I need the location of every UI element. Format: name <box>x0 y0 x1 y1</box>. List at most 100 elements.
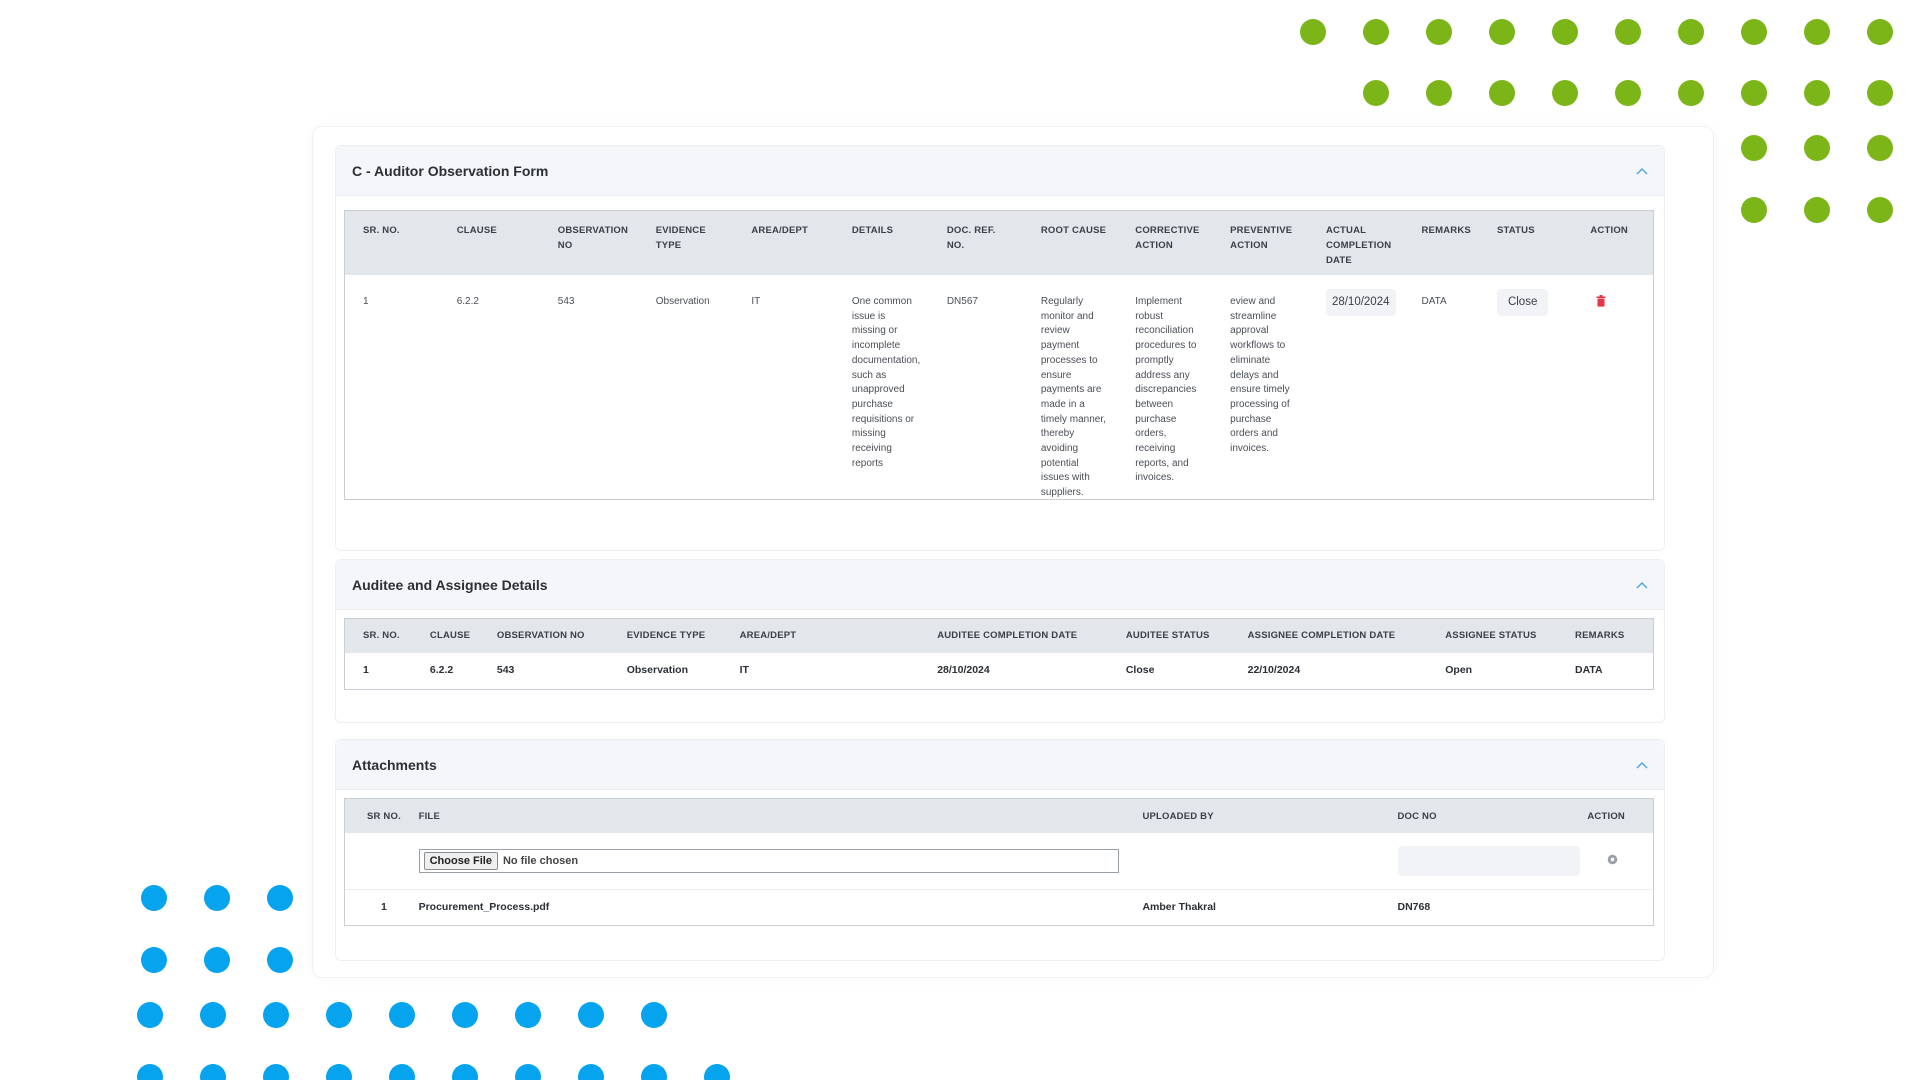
blue-dot <box>137 1002 163 1028</box>
blue-dot <box>137 1064 163 1080</box>
table-row: 1 Procurement_Process.pdf Amber Thakral … <box>345 889 1653 925</box>
green-dot <box>1489 80 1515 106</box>
trash-icon[interactable] <box>1596 295 1606 307</box>
area-dept-cell: IT <box>739 664 749 676</box>
clause-cell: 6.2.2 <box>429 664 454 676</box>
blue-dot <box>515 1064 541 1080</box>
column-header: EVIDENCE TYPE <box>608 619 722 653</box>
observation-section-header[interactable]: C - Auditor Observation Form <box>336 146 1664 196</box>
auditee-section: Auditee and Assignee Details SR. NO. CLA… <box>335 559 1665 723</box>
status-select[interactable]: Close <box>1496 289 1549 316</box>
column-header: EVIDENCE TYPE <box>637 211 734 275</box>
observation-table: SR. NO. CLAUSE OBSERVATION NO EVIDENCE T… <box>345 211 1653 511</box>
blue-dot <box>200 1064 226 1080</box>
table-header-row: SR. NO. CLAUSE OBSERVATION NO EVIDENCE T… <box>345 619 1653 653</box>
green-dot <box>1615 80 1641 106</box>
blue-dot <box>267 885 293 911</box>
sr-no-cell: 1 <box>363 296 369 307</box>
evidence-type-cell: Observation <box>655 296 710 307</box>
add-attachment-icon[interactable] <box>1607 854 1618 865</box>
blue-dot <box>452 1064 478 1080</box>
green-dot <box>1615 19 1641 45</box>
blue-dot <box>326 1064 352 1080</box>
table-header-row: SR NO. FILE UPLOADED BY DOC NO ACTION <box>345 799 1653 833</box>
upload-row: Choose File No file chosen <box>345 833 1653 889</box>
section-title: Auditee and Assignee Details <box>352 576 548 593</box>
green-dot <box>1741 80 1767 106</box>
completion-date-cell: 28/10/2024 <box>1308 275 1404 511</box>
observation-section: C - Auditor Observation Form SR. NO. CLA… <box>335 145 1665 551</box>
column-header: CORRECTIVE ACTION <box>1117 211 1213 275</box>
attachments-section: Attachments SR NO. FILE UPLOADED BY DOC … <box>335 739 1665 961</box>
file-name-link[interactable]: Procurement_Process.pdf <box>418 901 550 914</box>
column-header: ROOT CAUSE <box>1022 211 1118 275</box>
area-dept-cell: IT <box>751 296 761 307</box>
chevron-up-icon[interactable] <box>1636 165 1648 177</box>
column-header: DOC. REF. NO. <box>928 211 1023 275</box>
observation-no-cell: 543 <box>557 296 575 307</box>
sr-no-cell: 1 <box>381 901 387 914</box>
green-dot <box>1804 135 1830 161</box>
action-cell <box>1578 275 1653 511</box>
choose-file-button[interactable]: Choose File <box>423 851 498 870</box>
section-title: Attachments <box>352 756 437 773</box>
column-header: ACTION <box>1587 799 1653 833</box>
audit-card: C - Auditor Observation Form SR. NO. CLA… <box>312 126 1714 978</box>
green-dot <box>1552 80 1578 106</box>
green-dot <box>1426 19 1452 45</box>
assignee-completion-date-cell: 22/10/2024 <box>1247 664 1301 676</box>
green-dot <box>1300 19 1326 45</box>
auditee-table-wrap: SR. NO. CLAUSE OBSERVATION NO EVIDENCE T… <box>344 618 1654 690</box>
column-header: CLAUSE <box>411 619 479 653</box>
green-dot <box>1741 135 1767 161</box>
blue-dot <box>641 1064 667 1080</box>
column-header: ACTION <box>1578 211 1653 275</box>
blue-dot <box>389 1064 415 1080</box>
observation-table-wrap: SR. NO. CLAUSE OBSERVATION NO EVIDENCE T… <box>344 210 1654 500</box>
blue-dot <box>263 1002 289 1028</box>
completion-date-field[interactable]: 28/10/2024 <box>1325 289 1396 316</box>
preventive-action-cell: eview and streamline approval workflows … <box>1230 296 1290 455</box>
blue-dot <box>204 885 230 911</box>
green-dot <box>1867 135 1893 161</box>
blue-dot <box>141 885 167 911</box>
auditee-section-header[interactable]: Auditee and Assignee Details <box>336 560 1664 610</box>
doc-no-cell: DN768 <box>1397 901 1431 914</box>
column-header: FILE <box>414 799 1129 833</box>
green-dot <box>1552 19 1578 45</box>
column-header: SR NO. <box>345 799 415 833</box>
root-cause-cell: Regularly monitor and review payment pro… <box>1040 296 1106 499</box>
attachments-section-header[interactable]: Attachments <box>336 740 1664 790</box>
column-header: ASSIGNEE COMPLETION DATE <box>1229 619 1428 653</box>
blue-dot <box>204 947 230 973</box>
green-dot <box>1489 19 1515 45</box>
assignee-status-cell: Open <box>1445 664 1473 676</box>
blue-dot <box>326 1002 352 1028</box>
clause-cell: 6.2.2 <box>456 296 479 307</box>
column-header: REMARKS <box>1557 619 1653 653</box>
auditee-status-cell: Close <box>1125 664 1155 676</box>
details-cell: One common issue is missing or incomplet… <box>851 296 921 469</box>
green-dot <box>1741 197 1767 223</box>
blue-dot <box>389 1002 415 1028</box>
column-header: UPLOADED BY <box>1128 799 1398 833</box>
remarks-cell: DATA <box>1421 296 1447 307</box>
chevron-up-icon[interactable] <box>1636 579 1648 591</box>
file-input[interactable]: Choose File No file chosen <box>418 848 1119 873</box>
column-header: AREA/DEPT <box>721 619 920 653</box>
section-title: C - Auditor Observation Form <box>352 162 549 179</box>
table-row: 1 6.2.2 543 Observation IT One common is… <box>345 275 1653 511</box>
column-header: AREA/DEPT <box>733 211 834 275</box>
chevron-up-icon[interactable] <box>1636 759 1648 771</box>
blue-dot <box>200 1002 226 1028</box>
green-dot <box>1678 19 1704 45</box>
sr-no-cell: 1 <box>363 664 369 676</box>
column-header: DETAILS <box>833 211 929 275</box>
green-dot <box>1363 80 1389 106</box>
green-dot <box>1426 80 1452 106</box>
column-header: SR. NO. <box>345 211 439 275</box>
table-row: 1 6.2.2 543 Observation IT 28/10/2024 Cl… <box>345 653 1653 689</box>
doc-no-input[interactable] <box>1397 845 1580 876</box>
blue-dot <box>267 947 293 973</box>
observation-no-cell: 543 <box>496 664 515 676</box>
